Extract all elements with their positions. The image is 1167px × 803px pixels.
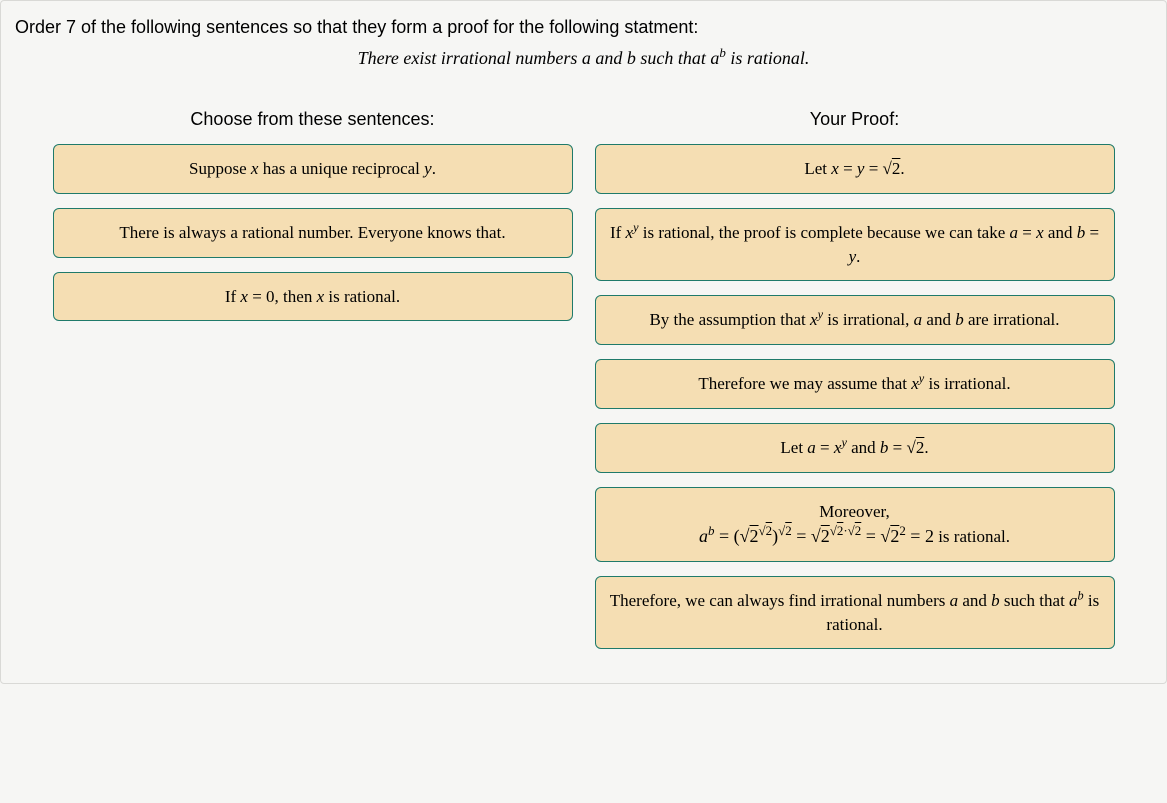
columns-container: Choose from these sentences: Suppose x h…: [15, 109, 1152, 663]
proof-card[interactable]: Let x = y = √2.: [595, 144, 1115, 194]
proof-column: Your Proof: Let x = y = √2. If xy is rat…: [595, 109, 1115, 663]
proof-card[interactable]: Therefore, we can always find irrational…: [595, 576, 1115, 650]
proof-column-header: Your Proof:: [595, 109, 1115, 130]
source-column: Choose from these sentences: Suppose x h…: [53, 109, 573, 663]
proof-card[interactable]: Let a = xy and b = √2.: [595, 423, 1115, 473]
proof-ordering-page: Order 7 of the following sentences so th…: [0, 0, 1167, 684]
source-card[interactable]: If x = 0, then x is rational.: [53, 272, 573, 322]
proof-card[interactable]: Therefore we may assume that xy is irrat…: [595, 359, 1115, 409]
theorem-statement: There exist irrational numbers a and b s…: [15, 48, 1152, 69]
proof-card[interactable]: By the assumption that xy is irrational,…: [595, 295, 1115, 345]
ordering-prompt: Order 7 of the following sentences so th…: [15, 17, 1152, 38]
proof-card[interactable]: Moreover,ab = (√2√2)√2 = √2√2·√2 = √22 =…: [595, 487, 1115, 562]
proof-card[interactable]: If xy is rational, the proof is complete…: [595, 208, 1115, 282]
source-column-header: Choose from these sentences:: [53, 109, 573, 130]
source-card[interactable]: Suppose x has a unique reciprocal y.: [53, 144, 573, 194]
source-card[interactable]: There is always a rational number. Every…: [53, 208, 573, 258]
